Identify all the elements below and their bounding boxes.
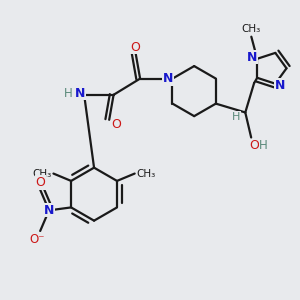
- Text: O: O: [249, 139, 259, 152]
- Text: N: N: [247, 51, 257, 64]
- Text: CH₃: CH₃: [242, 24, 261, 34]
- Text: O: O: [131, 40, 141, 54]
- Text: H: H: [232, 112, 241, 122]
- Text: CH₃: CH₃: [33, 169, 52, 178]
- Text: O: O: [112, 118, 122, 131]
- Text: N: N: [163, 72, 173, 85]
- Text: CH₃: CH₃: [136, 169, 155, 178]
- Text: N: N: [75, 87, 85, 100]
- Text: N: N: [44, 204, 54, 217]
- Text: O⁻: O⁻: [29, 233, 45, 246]
- Text: H: H: [64, 87, 72, 100]
- Text: O: O: [35, 176, 45, 189]
- Text: H: H: [259, 139, 268, 152]
- Text: N: N: [274, 79, 285, 92]
